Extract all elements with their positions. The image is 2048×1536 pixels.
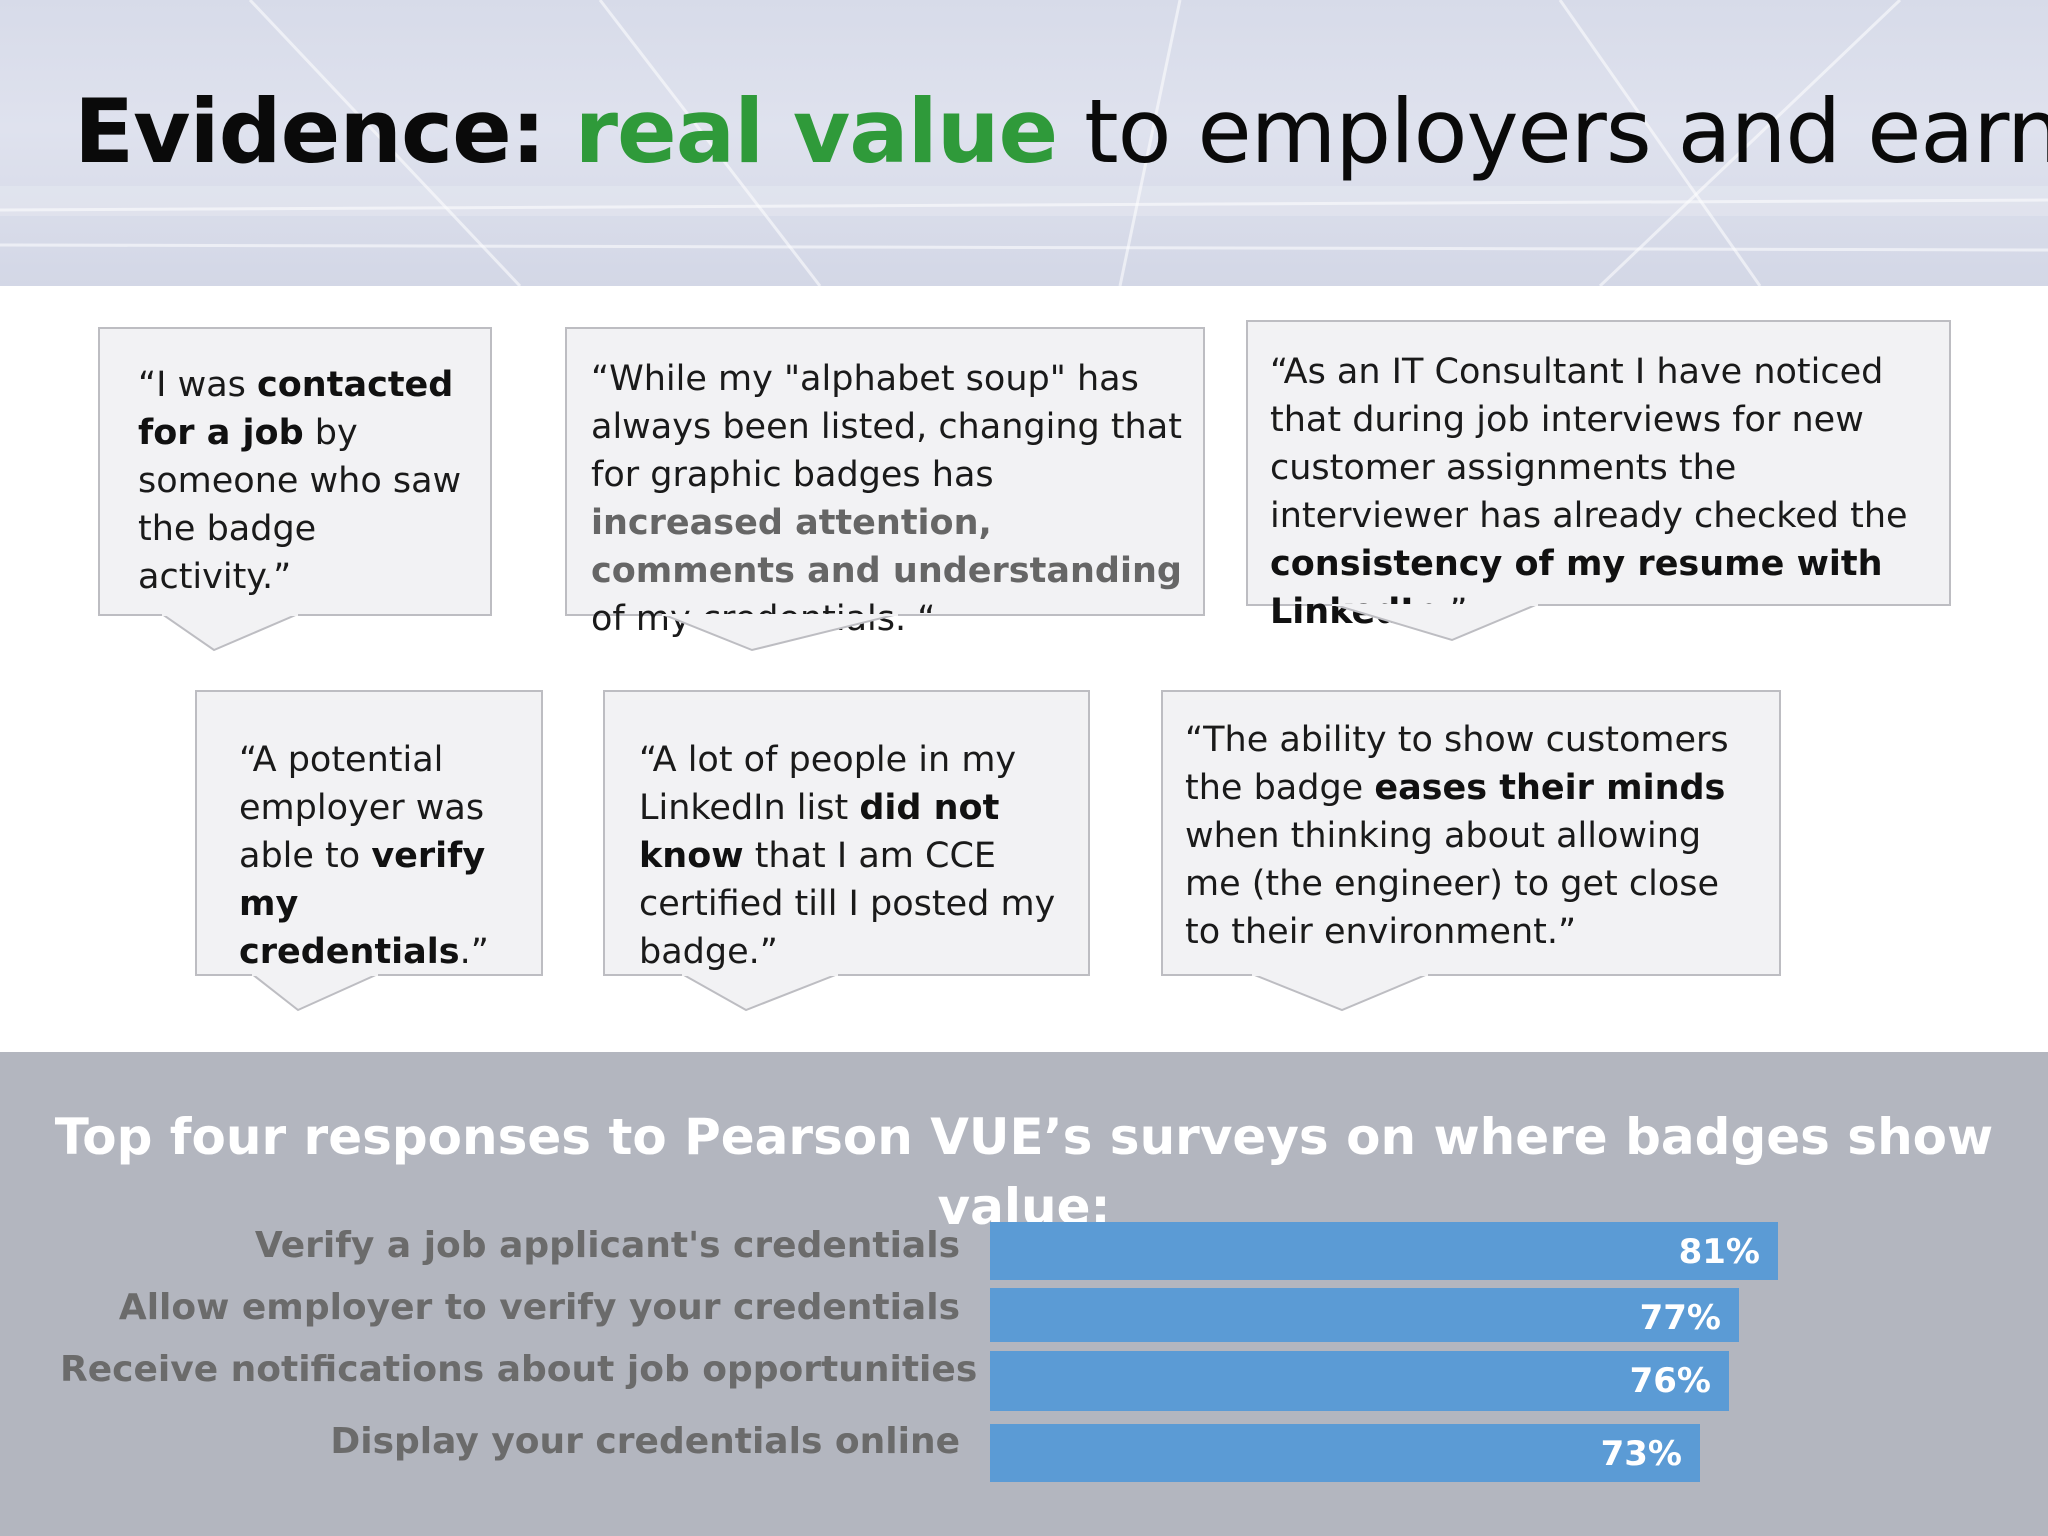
- quote-callout-4: “A potential employer was able to verify…: [195, 690, 543, 976]
- quote-text-part: “The ability to show customers the badge: [1185, 720, 1729, 808]
- quote-callout-1: “I was contacted for a job by someone wh…: [98, 327, 492, 616]
- title-rest: to employers and earners: [1084, 80, 2048, 183]
- quote-highlight: did not know: [639, 788, 1000, 876]
- bar: 81%: [990, 1222, 1778, 1280]
- bar-category-label: Allow employer to verify your credential…: [118, 1287, 960, 1328]
- bar: 73%: [990, 1424, 1700, 1482]
- quote-highlight: eases their minds: [1374, 768, 1726, 808]
- bar-value-label: 81%: [1678, 1232, 1760, 1272]
- quote-text: “I was contacted for a job by someone wh…: [138, 361, 462, 601]
- quote-text-part: “I was: [138, 365, 258, 405]
- quote-text-part: that I am CCE certified till I posted my…: [639, 836, 1056, 972]
- bar: 77%: [990, 1288, 1739, 1342]
- quote-text-part: “As an IT Consultant I have noticed that…: [1270, 352, 1908, 536]
- callout-tail: [250, 974, 379, 1012]
- quote-text: “A potential employer was able to verify…: [239, 736, 521, 976]
- title-accent: real value: [574, 80, 1059, 183]
- quote-text-part: .”: [459, 932, 489, 972]
- quote-text: “While my "alphabet soup" has always bee…: [591, 355, 1183, 643]
- quote-callout-2: “While my "alphabet soup" has always bee…: [565, 327, 1205, 639]
- quote-highlight: increased attention, comments and unders…: [591, 503, 1182, 591]
- quote-highlight: contacted for a job: [138, 365, 454, 453]
- quote-text: “The ability to show customers the badge…: [1185, 716, 1765, 956]
- bar-category-label: Verify a job applicant's credentials: [254, 1225, 960, 1266]
- quote-text-part: when thinking about allowing me (the eng…: [1185, 816, 1720, 952]
- quote-text-part: “A potential employer was able to: [239, 740, 485, 876]
- header-band: Evidence: real value to employers and ea…: [0, 0, 2048, 286]
- quote-text-part: “While my "alphabet soup" has always bee…: [591, 359, 1182, 495]
- background-light-streaks: [0, 0, 2048, 286]
- callout-tail: [160, 614, 299, 652]
- callout-tail: [661, 614, 899, 652]
- bar-value-label: 76%: [1629, 1361, 1711, 1401]
- quote-callout-3: “As an IT Consultant I have noticed that…: [1246, 320, 1951, 632]
- quote-text-part: by someone who saw the badge activity.”: [138, 413, 462, 597]
- quote-text: “A lot of people in my LinkedIn list did…: [639, 736, 1074, 976]
- title-lead: Evidence:: [74, 80, 575, 183]
- bar-value-label: 73%: [1600, 1434, 1682, 1474]
- bar-category-label: Receive notifications about job opportun…: [60, 1349, 978, 1390]
- quote-callout-5: “A lot of people in my LinkedIn list did…: [603, 690, 1090, 976]
- callout-tail: [1251, 974, 1429, 1012]
- page-title: Evidence: real value to employers and ea…: [74, 72, 2048, 192]
- bar-value-label: 77%: [1639, 1298, 1721, 1338]
- callout-tail: [1331, 604, 1539, 642]
- survey-title: Top four responses to Pearson VUE’s surv…: [54, 1108, 1994, 1236]
- quote-text-part: “A lot of people in my LinkedIn list: [639, 740, 1017, 828]
- quote-text: “As an IT Consultant I have noticed that…: [1270, 348, 1931, 636]
- quote-highlight: verify my credentials: [239, 836, 486, 972]
- bar-category-label: Display your credentials online: [330, 1421, 960, 1462]
- bar: 76%: [990, 1351, 1729, 1411]
- callout-tail: [680, 974, 839, 1012]
- quote-callout-6: “The ability to show customers the badge…: [1161, 690, 1781, 976]
